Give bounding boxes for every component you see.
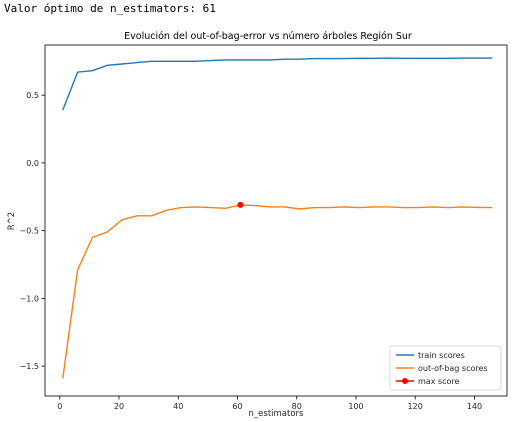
series-line-train-scores	[62, 57, 493, 111]
max-score-point	[237, 201, 244, 208]
legend-label-out-of-bag-scores: out-of-bag scores	[418, 364, 488, 373]
x-tick-label: 20	[114, 402, 124, 411]
x-tick-label: 60	[232, 402, 242, 411]
legend-label-train-scores: train scores	[418, 351, 465, 360]
x-tick-label: 40	[173, 402, 183, 411]
legend-label-max-score: max score	[418, 377, 460, 386]
x-tick-label: 120	[408, 402, 423, 411]
x-tick-label: 0	[57, 402, 62, 411]
x-tick-label: 100	[348, 402, 363, 411]
console-output: Valor óptimo de n_estimators: 61	[4, 2, 216, 15]
x-tick-label: 140	[467, 402, 482, 411]
y-tick-label: −0.5	[20, 227, 39, 236]
y-tick-label: −1.0	[20, 294, 39, 303]
y-tick-label: −1.5	[20, 362, 39, 371]
chart-title: Evolución del out-of-bag-error vs número…	[124, 31, 412, 42]
series-line-out-of-bag-scores	[62, 204, 493, 379]
x-axis-label: n_estimators	[249, 409, 305, 419]
legend: train scores out-of-bag scores max score	[389, 345, 502, 391]
legend-marker-max-score	[402, 378, 408, 384]
plot-area	[44, 44, 508, 397]
x-tick-label: 80	[292, 402, 302, 411]
y-tick-label: 0.0	[26, 159, 39, 168]
y-axis-label: R^2	[7, 212, 17, 230]
y-tick-label: 0.5	[26, 91, 39, 100]
legend-box	[389, 345, 502, 391]
